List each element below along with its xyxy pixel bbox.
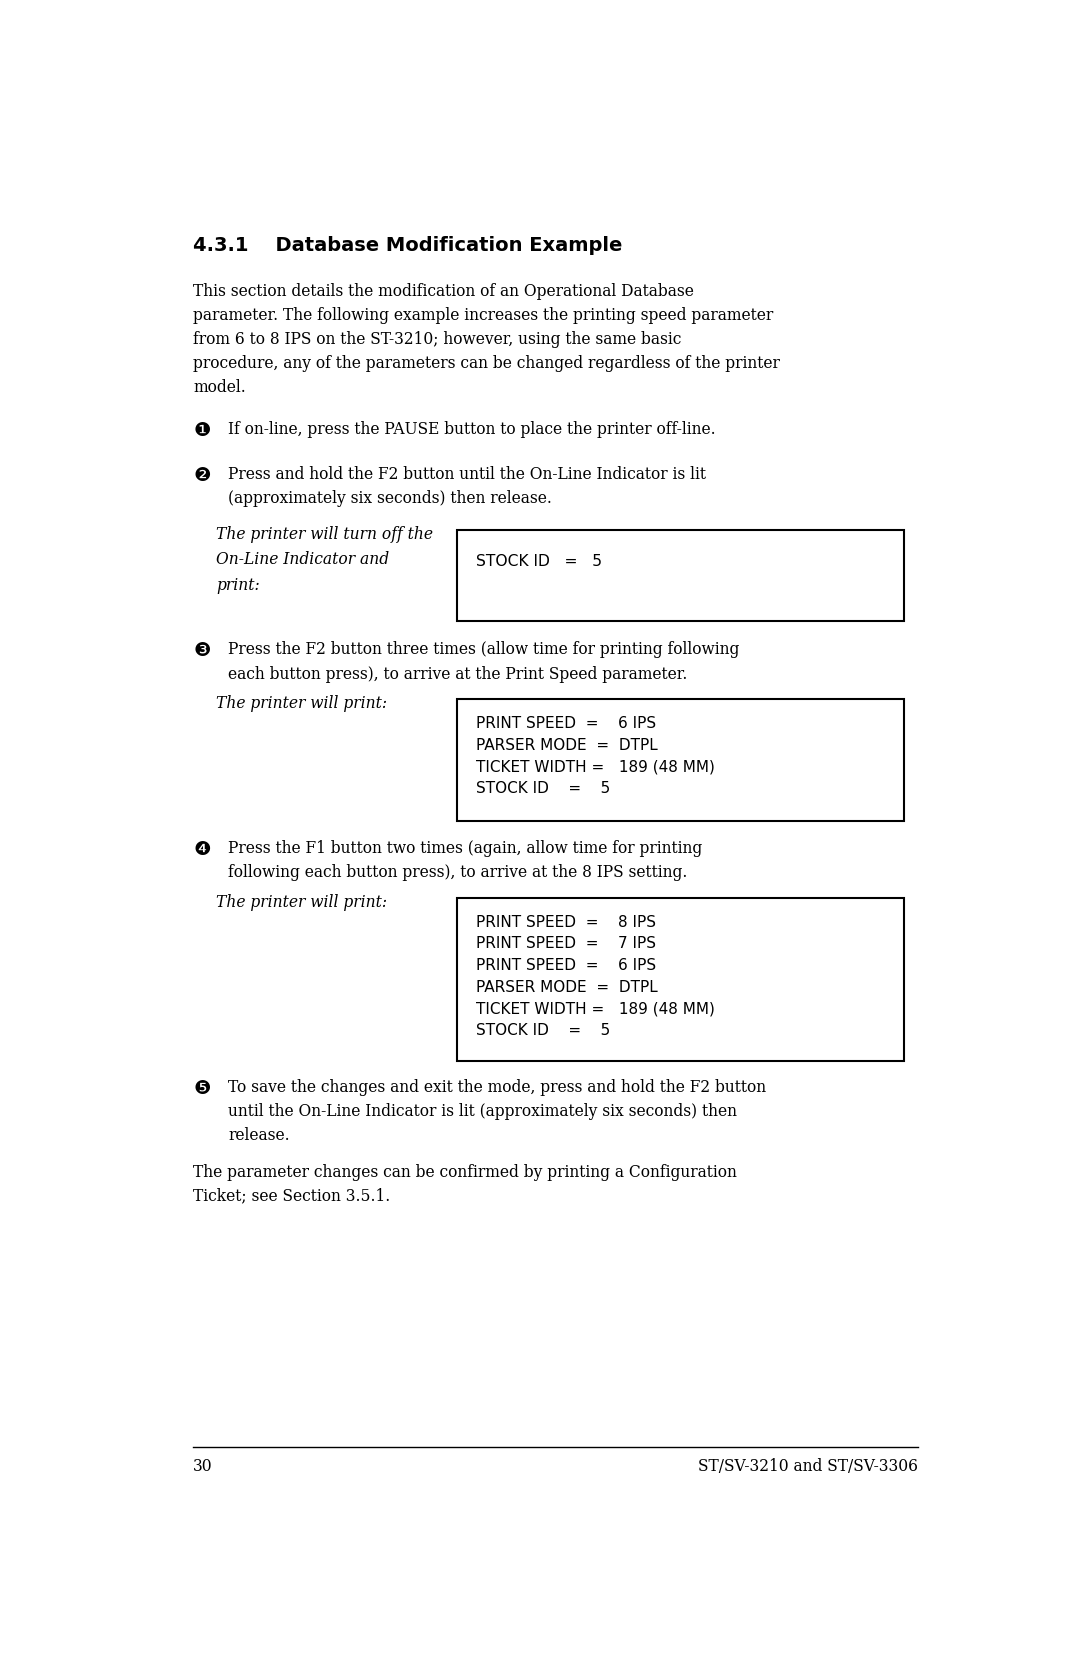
Text: ❶: ❶ xyxy=(193,421,211,441)
Text: This section details the modification of an Operational Database
parameter. The : This section details the modification of… xyxy=(193,282,780,396)
Text: ❺: ❺ xyxy=(193,1078,211,1098)
Text: The printer will turn off the
On-Line Indicator and
print:: The printer will turn off the On-Line In… xyxy=(216,526,433,594)
Text: PRINT SPEED  =    6 IPS
PARSER MODE  =  DTPL
TICKET WIDTH =   189 (48 MM)
STOCK : PRINT SPEED = 6 IPS PARSER MODE = DTPL T… xyxy=(476,716,715,796)
Text: ST/SV-3210 and ST/SV-3306: ST/SV-3210 and ST/SV-3306 xyxy=(698,1459,918,1475)
Text: ❹: ❹ xyxy=(193,840,211,860)
Text: 4.3.1    Database Modification Example: 4.3.1 Database Modification Example xyxy=(193,237,622,255)
Text: The printer will print:: The printer will print: xyxy=(216,895,388,911)
FancyBboxPatch shape xyxy=(457,529,904,621)
Text: ❷: ❷ xyxy=(193,466,211,486)
Text: Press the F2 button three times (allow time for printing following
each button p: Press the F2 button three times (allow t… xyxy=(228,641,740,683)
Text: The printer will print:: The printer will print: xyxy=(216,696,388,713)
Text: 30: 30 xyxy=(193,1459,213,1475)
Text: Press the F1 button two times (again, allow time for printing
following each but: Press the F1 button two times (again, al… xyxy=(228,840,702,881)
FancyBboxPatch shape xyxy=(457,699,904,821)
Text: STOCK ID   =   5: STOCK ID = 5 xyxy=(476,554,603,569)
Text: The parameter changes can be confirmed by printing a Configuration
Ticket; see S: The parameter changes can be confirmed b… xyxy=(193,1163,737,1205)
Text: If on-line, press the PAUSE button to place the printer off-line.: If on-line, press the PAUSE button to pl… xyxy=(228,421,716,439)
Text: Press and hold the F2 button until the On-Line Indicator is lit
(approximately s: Press and hold the F2 button until the O… xyxy=(228,466,706,507)
Text: PRINT SPEED  =    8 IPS
PRINT SPEED  =    7 IPS
PRINT SPEED  =    6 IPS
PARSER M: PRINT SPEED = 8 IPS PRINT SPEED = 7 IPS … xyxy=(476,915,715,1038)
FancyBboxPatch shape xyxy=(457,898,904,1061)
Text: ❸: ❸ xyxy=(193,641,211,661)
Text: To save the changes and exit the mode, press and hold the F2 button
until the On: To save the changes and exit the mode, p… xyxy=(228,1078,766,1145)
